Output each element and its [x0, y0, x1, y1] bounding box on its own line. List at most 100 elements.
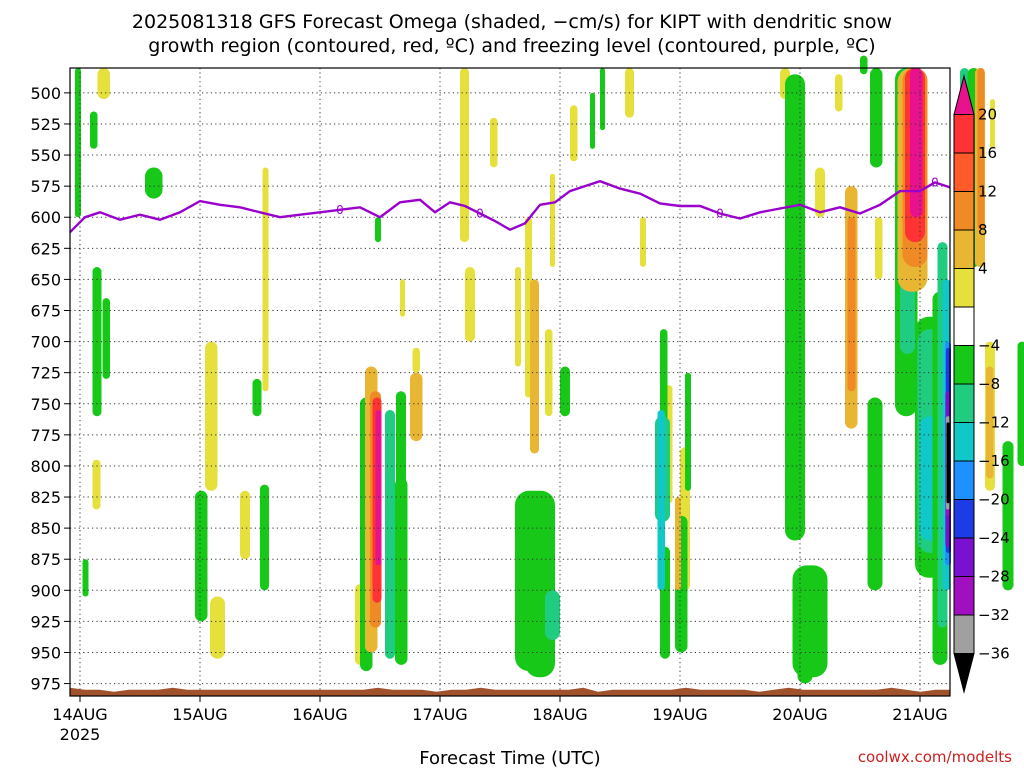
freezing-level-labels: 0 0 0 0 — [336, 175, 939, 220]
colorbar-bin — [953, 422, 975, 462]
omega-cell — [847, 217, 856, 392]
colorbar-bin — [953, 345, 975, 385]
colorbar-label: −32 — [978, 606, 1010, 624]
y-tick-label: 600 — [30, 208, 61, 227]
colorbar-label: 20 — [978, 106, 997, 124]
x-tick-label: 18AUG — [532, 705, 587, 724]
omega-cell — [570, 105, 578, 162]
omega-cell — [860, 55, 868, 75]
freezing-level-label: 0 — [336, 203, 344, 217]
y-tick-label: 525 — [30, 115, 61, 134]
terrain-surface — [70, 687, 950, 696]
freezing-level-label: 0 — [931, 175, 939, 189]
omega-cell — [946, 422, 950, 504]
omega-cell — [396, 391, 406, 566]
colorbar-label: −16 — [978, 452, 1010, 470]
x-tick-label: 21AUG — [892, 705, 947, 724]
y-tick-label: 500 — [30, 84, 61, 103]
credit-text: coolwx.com/modelts — [858, 748, 1012, 766]
omega-cell — [210, 596, 225, 659]
y-tick-label: 850 — [30, 519, 61, 538]
colorbar-bottom-arrow — [953, 653, 975, 694]
omega-cell — [545, 329, 553, 417]
omega-cell — [90, 111, 98, 149]
colorbar-bin — [953, 268, 975, 308]
y-tick-label: 700 — [30, 333, 61, 352]
omega-cell — [1017, 341, 1024, 466]
y-tick-label: 825 — [30, 488, 61, 507]
omega-cell — [545, 590, 560, 640]
omega-cell — [375, 410, 382, 566]
x-tick-sublabel: 2025 — [60, 725, 101, 744]
colorbar-label: −8 — [978, 375, 1000, 393]
omega-cell — [835, 74, 843, 112]
omega-cell — [92, 459, 101, 510]
chart-title-line-1: 2025081318 GFS Forecast Omega (shaded, −… — [132, 11, 892, 33]
x-tick-label: 17AUG — [412, 705, 467, 724]
omega-cell — [910, 68, 923, 218]
omega-cell — [145, 167, 163, 199]
omega-cell — [400, 279, 405, 317]
colorbar-bin — [953, 191, 975, 231]
colorbar-bin — [953, 152, 975, 192]
omega-cell — [82, 559, 89, 597]
colorbar-label: −36 — [978, 645, 1010, 663]
y-axis: 500 525 550 575 600 625 650 675 700 725 750 775 800 8… — [30, 84, 70, 694]
y-tick-label: 725 — [30, 364, 61, 383]
x-tick-label: 16AUG — [292, 705, 347, 724]
omega-cell — [600, 68, 605, 131]
omega-cell — [785, 242, 798, 342]
colorbar: 20 16 12 8 4 −4 −8 −12 −16 −20 −24 −28 −32 −36 — [953, 74, 1010, 694]
omega-cell — [102, 298, 110, 379]
colorbar-bin — [953, 576, 975, 616]
omega-cell — [875, 217, 883, 280]
colorbar-label: 8 — [978, 221, 988, 239]
y-tick-label: 750 — [30, 395, 61, 414]
omega-cell — [560, 366, 570, 417]
y-tick-label: 775 — [30, 426, 61, 445]
y-tick-label: 550 — [30, 146, 61, 165]
x-tick-label: 14AUG — [52, 705, 107, 724]
y-tick-label: 575 — [30, 177, 61, 196]
y-tick-label: 925 — [30, 612, 61, 631]
omega-cell — [75, 68, 81, 218]
omega-cell — [205, 341, 218, 491]
plot-area: 0 0 0 0 — [69, 55, 1024, 697]
colorbar-label: −4 — [978, 337, 1000, 355]
omega-cell — [490, 117, 498, 168]
omega-cell — [465, 267, 475, 342]
colorbar-label: 12 — [978, 183, 997, 201]
omega-cell — [550, 173, 555, 267]
freezing-level-label: 0 — [716, 207, 724, 221]
colorbar-label: 4 — [978, 260, 988, 278]
colorbar-bin — [953, 537, 975, 577]
omega-cell — [797, 640, 813, 684]
y-tick-label: 650 — [30, 270, 61, 289]
omega-cell — [410, 372, 423, 442]
omega-cell — [385, 410, 395, 659]
omega-cell — [412, 347, 420, 373]
freezing-level-line — [69, 179, 951, 234]
omega-cell — [870, 68, 883, 168]
omega-cell — [815, 167, 825, 218]
omega-cell — [640, 217, 646, 267]
colorbar-bin — [953, 114, 975, 154]
y-tick-label: 975 — [30, 675, 61, 694]
omega-cell — [240, 490, 250, 560]
omega-cell — [530, 279, 539, 454]
omega-cell — [685, 372, 691, 491]
colorbar-label: −12 — [978, 414, 1010, 432]
colorbar-bin — [953, 229, 975, 269]
omega-cell — [867, 397, 883, 591]
y-tick-label: 800 — [30, 457, 61, 476]
x-tick-label: 19AUG — [652, 705, 707, 724]
omega-cell — [675, 497, 681, 591]
omega-cell — [460, 68, 469, 243]
x-tick-label: 15AUG — [172, 705, 227, 724]
colorbar-label: −28 — [978, 568, 1010, 586]
omega-cell — [195, 490, 208, 622]
omega-cell — [977, 68, 985, 230]
colorbar-label: −24 — [978, 529, 1010, 547]
colorbar-bin — [953, 383, 975, 423]
